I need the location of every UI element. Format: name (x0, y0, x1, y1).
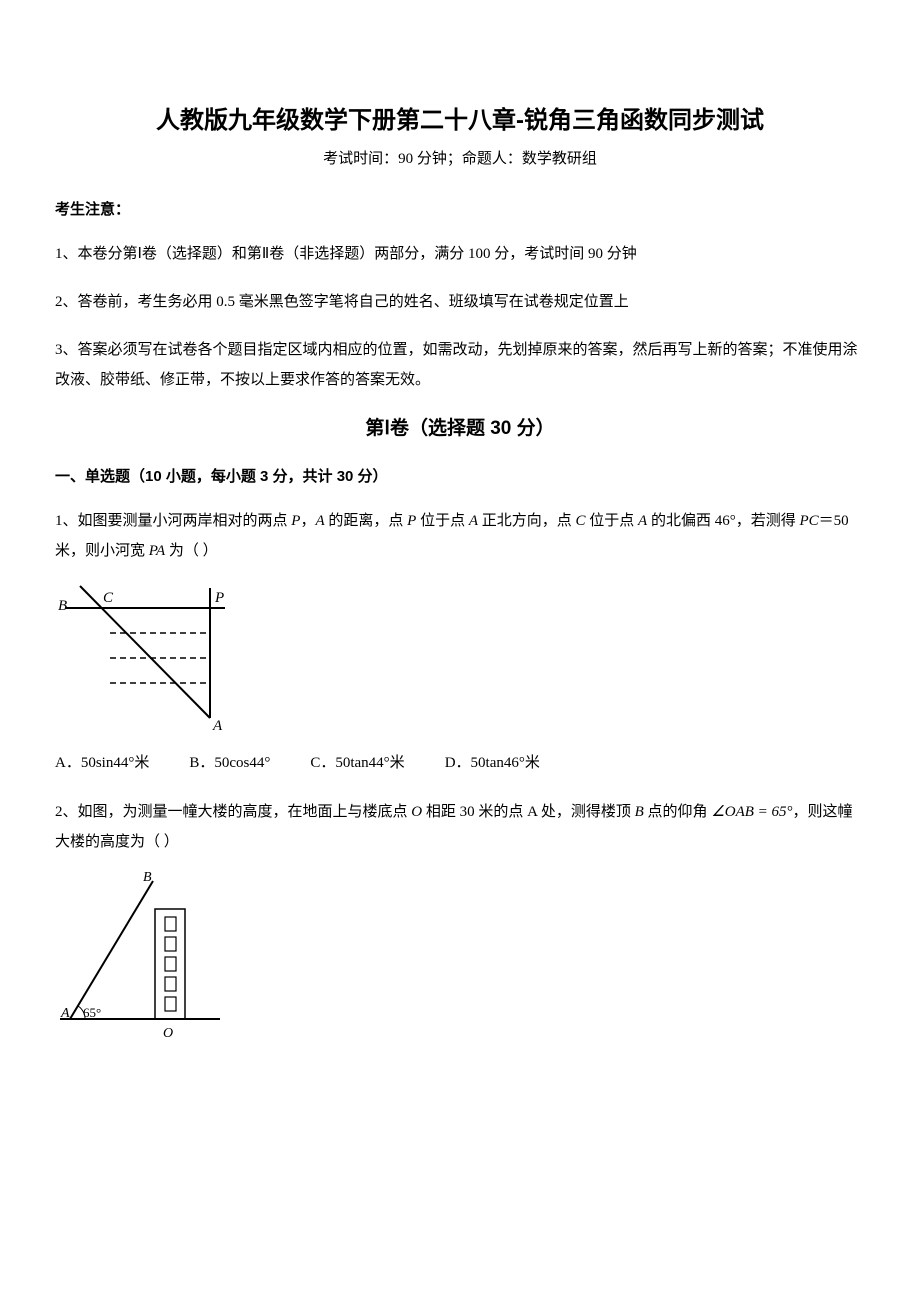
notice-heading: 考生注意： (55, 198, 865, 219)
q2-fig-label-o: O (163, 1026, 173, 1041)
section-1-heading: 第Ⅰ卷（选择题 30 分） (55, 413, 865, 440)
question-1: 1、如图要测量小河两岸相对的两点 P，A 的距离，点 P 位于点 A 正北方向，… (55, 506, 865, 566)
q2-text-3: 点的仰角 (644, 804, 708, 820)
q1-fig-label-b: B (58, 598, 67, 614)
page-title: 人教版九年级数学下册第二十八章-锐角三角函数同步测试 (55, 100, 865, 135)
q1-option-b: B．50cos44° (189, 751, 270, 772)
q1-c: C (576, 513, 586, 529)
q1-text-1: 1、如图要测量小河两岸相对的两点 (55, 513, 291, 529)
q1-p2: P (407, 513, 416, 529)
q1-fig-label-c: C (103, 590, 114, 606)
q1-comma1: ， (300, 513, 315, 529)
q2-text-2: 相距 30 米的点 A 处，测得楼顶 (422, 804, 635, 820)
q1-fig-label-a: A (212, 718, 223, 733)
q1-a2: A (469, 513, 478, 529)
subsection-heading: 一、单选题（10 小题，每小题 3 分，共计 30 分） (55, 465, 865, 486)
q1-option-c: C．50tan44°米 (310, 751, 404, 772)
notice-item-2: 2、答卷前，考生务必用 0.5 毫米黑色签字笔将自己的姓名、班级填写在试卷规定位… (55, 287, 865, 317)
q2-fig-label-a: A (60, 1006, 70, 1021)
notice-item-3: 3、答案必须写在试卷各个题目指定区域内相应的位置，如需改动，先划掉原来的答案，然… (55, 335, 865, 395)
q1-text-6: 的北偏西 46°，若测得 (647, 513, 799, 529)
q1-fig-label-p: P (214, 590, 224, 606)
q1-pc: PC (799, 513, 818, 529)
q2-fig-label-b: B (143, 870, 152, 885)
q1-text-8: 为（ ） (165, 543, 218, 559)
notice-item-1: 1、本卷分第Ⅰ卷（选择题）和第Ⅱ卷（非选择题）两部分，满分 100 分，考试时间… (55, 239, 865, 269)
q1-text-5: 位于点 (586, 513, 639, 529)
q1-text-3: 位于点 (416, 513, 469, 529)
q1-text-2: 的距离，点 (325, 513, 408, 529)
q2-text-1: 2、如图，为测量一幢大楼的高度，在地面上与楼底点 (55, 804, 411, 820)
question-1-options: A．50sin44°米 B．50cos44° C．50tan44°米 D．50t… (55, 751, 865, 772)
q1-pa: PA (149, 543, 165, 559)
q1-a1: A (315, 513, 324, 529)
q2-fig-label-angle: 65° (83, 1005, 101, 1020)
page-subtitle: 考试时间：90 分钟；命题人：数学教研组 (55, 147, 865, 168)
q2-o: O (411, 804, 422, 820)
question-1-figure: B C P A (55, 578, 865, 733)
q1-a3: A (638, 513, 647, 529)
q2-angle: ∠OAB = 65° (711, 804, 792, 820)
q1-option-d: D．50tan46°米 (445, 751, 540, 772)
q1-text-4: 正北方向，点 (478, 513, 576, 529)
question-2: 2、如图，为测量一幢大楼的高度，在地面上与楼底点 O 相距 30 米的点 A 处… (55, 797, 865, 857)
q1-option-a: A．50sin44°米 (55, 751, 149, 772)
question-2-figure: A 65° B O (55, 869, 865, 1044)
q2-b: B (635, 804, 644, 820)
